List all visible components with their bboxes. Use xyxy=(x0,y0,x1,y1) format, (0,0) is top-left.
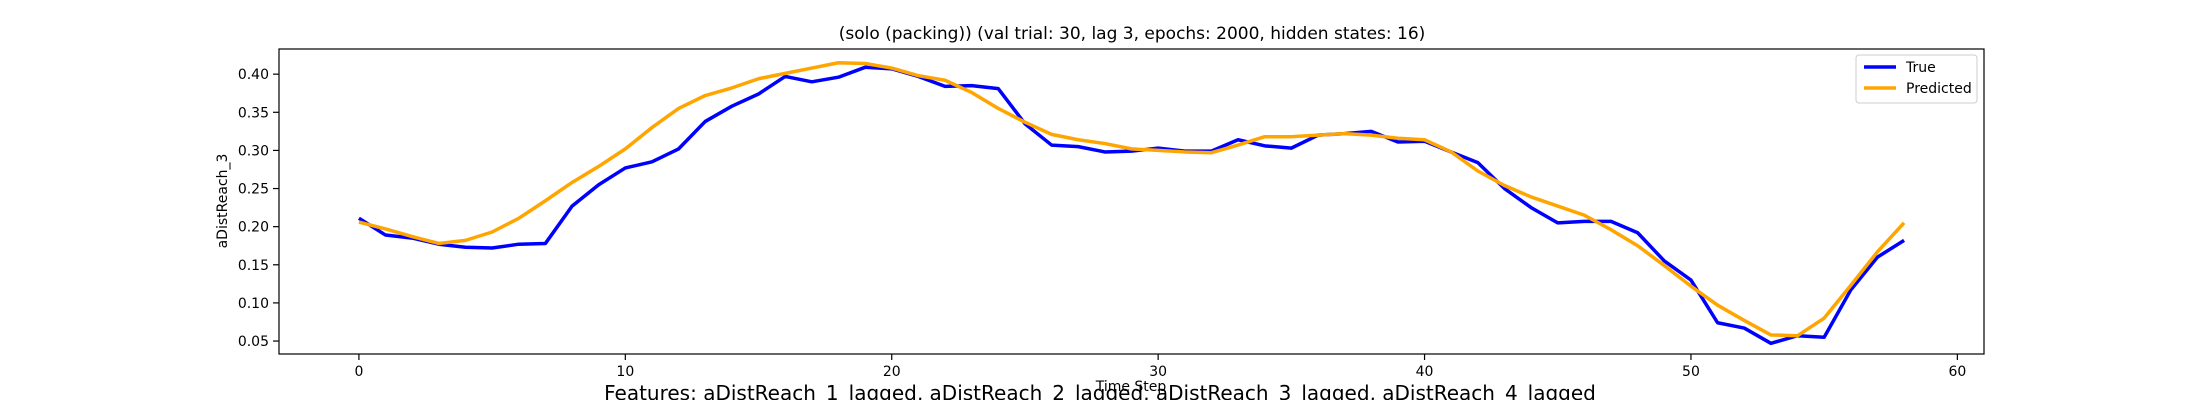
x-tick-label: 20 xyxy=(883,364,901,380)
y-tick-label: 0.15 xyxy=(238,258,269,274)
legend: True Predicted xyxy=(1855,54,1978,104)
legend-true-label: True xyxy=(1905,60,1936,76)
x-tick-label: 50 xyxy=(1682,364,1700,380)
series-line-predicted xyxy=(358,60,1906,338)
y-tick-label: 0.40 xyxy=(238,67,269,83)
y-tick-label: 0.10 xyxy=(238,296,269,312)
y-tick-label: 0.30 xyxy=(238,143,269,159)
x-tick-label: 10 xyxy=(616,364,634,380)
series-line-true xyxy=(357,65,1906,346)
legend-predicted-label: Predicted xyxy=(1906,81,1972,97)
x-tick-label: 40 xyxy=(1416,364,1434,380)
x-axis-label: Time Step xyxy=(1095,379,1167,395)
x-tick-label: 0 xyxy=(354,364,363,380)
x-tick-label: 60 xyxy=(1948,364,1966,380)
chart-title: (solo (packing)) (val trial: 30, lag 3, … xyxy=(839,24,1426,44)
y-tick-label: 0.35 xyxy=(238,105,269,121)
y-tick-label: 0.20 xyxy=(238,220,269,236)
y-axis-label: aDistReach_3 xyxy=(215,154,231,249)
x-tick-label: 30 xyxy=(1149,364,1167,380)
features-footer: Features: aDistReach_1_lagged, aDistReac… xyxy=(604,381,1596,400)
y-tick-label: 0.25 xyxy=(238,182,269,198)
plot-frame xyxy=(278,48,1985,355)
y-tick-label: 0.05 xyxy=(238,334,269,350)
